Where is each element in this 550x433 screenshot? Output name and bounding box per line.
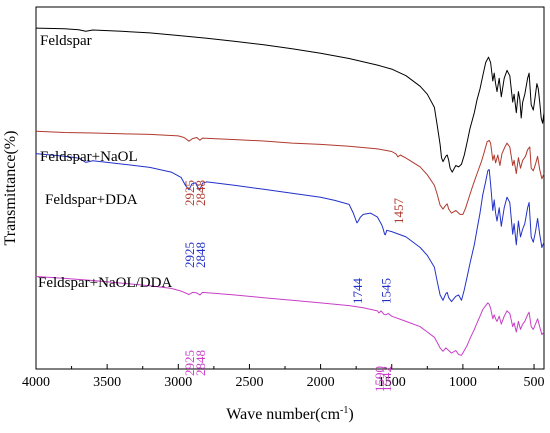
series-label: Feldspar bbox=[40, 33, 92, 49]
peak-label: 1542 bbox=[379, 366, 394, 392]
x-axis-label: Wave number(cm-1) bbox=[226, 405, 353, 423]
peak-label: 1545 bbox=[378, 278, 393, 304]
x-tick-label: 3500 bbox=[93, 375, 121, 390]
peak-label: 2925 bbox=[182, 242, 197, 268]
peak-label: 1457 bbox=[391, 198, 406, 225]
series-line bbox=[35, 130, 545, 215]
series-line bbox=[35, 27, 545, 173]
series-label: Feldspar+NaOL/DDA bbox=[38, 275, 172, 291]
peak-label: 2848 bbox=[193, 180, 208, 206]
peak-label: 2925 bbox=[182, 350, 197, 376]
series-lines bbox=[35, 27, 545, 356]
peak-label: 2848 bbox=[193, 350, 208, 376]
peak-label: 2925 bbox=[182, 180, 197, 206]
y-axis-label: Transmittance(%) bbox=[2, 131, 19, 246]
x-tick-label: 2500 bbox=[235, 375, 263, 390]
series-labels: Feldspar Feldspar+NaOL Feldspar+DDA Feldspa… bbox=[38, 33, 172, 291]
x-tick-label: 1000 bbox=[449, 375, 477, 390]
plot-frame bbox=[35, 6, 545, 370]
peak-label: 1590 bbox=[372, 366, 387, 392]
series-line bbox=[35, 153, 545, 303]
x-tick-label: 500 bbox=[524, 375, 545, 390]
x-axis-ticks: 4000 3500 3000 2500 2000 1500 1000 500 bbox=[22, 364, 545, 390]
peak-label: 2848 bbox=[193, 242, 208, 268]
series-label: Feldspar+NaOL bbox=[40, 149, 138, 165]
x-tick-label: 4000 bbox=[22, 375, 50, 390]
series-label: Feldspar+DDA bbox=[45, 192, 138, 208]
x-tick-label: 1500 bbox=[378, 375, 406, 390]
x-tick-label: 3000 bbox=[164, 375, 192, 390]
x-tick-label: 2000 bbox=[307, 375, 335, 390]
series-line bbox=[35, 276, 545, 356]
peak-label: 1744 bbox=[350, 278, 365, 305]
